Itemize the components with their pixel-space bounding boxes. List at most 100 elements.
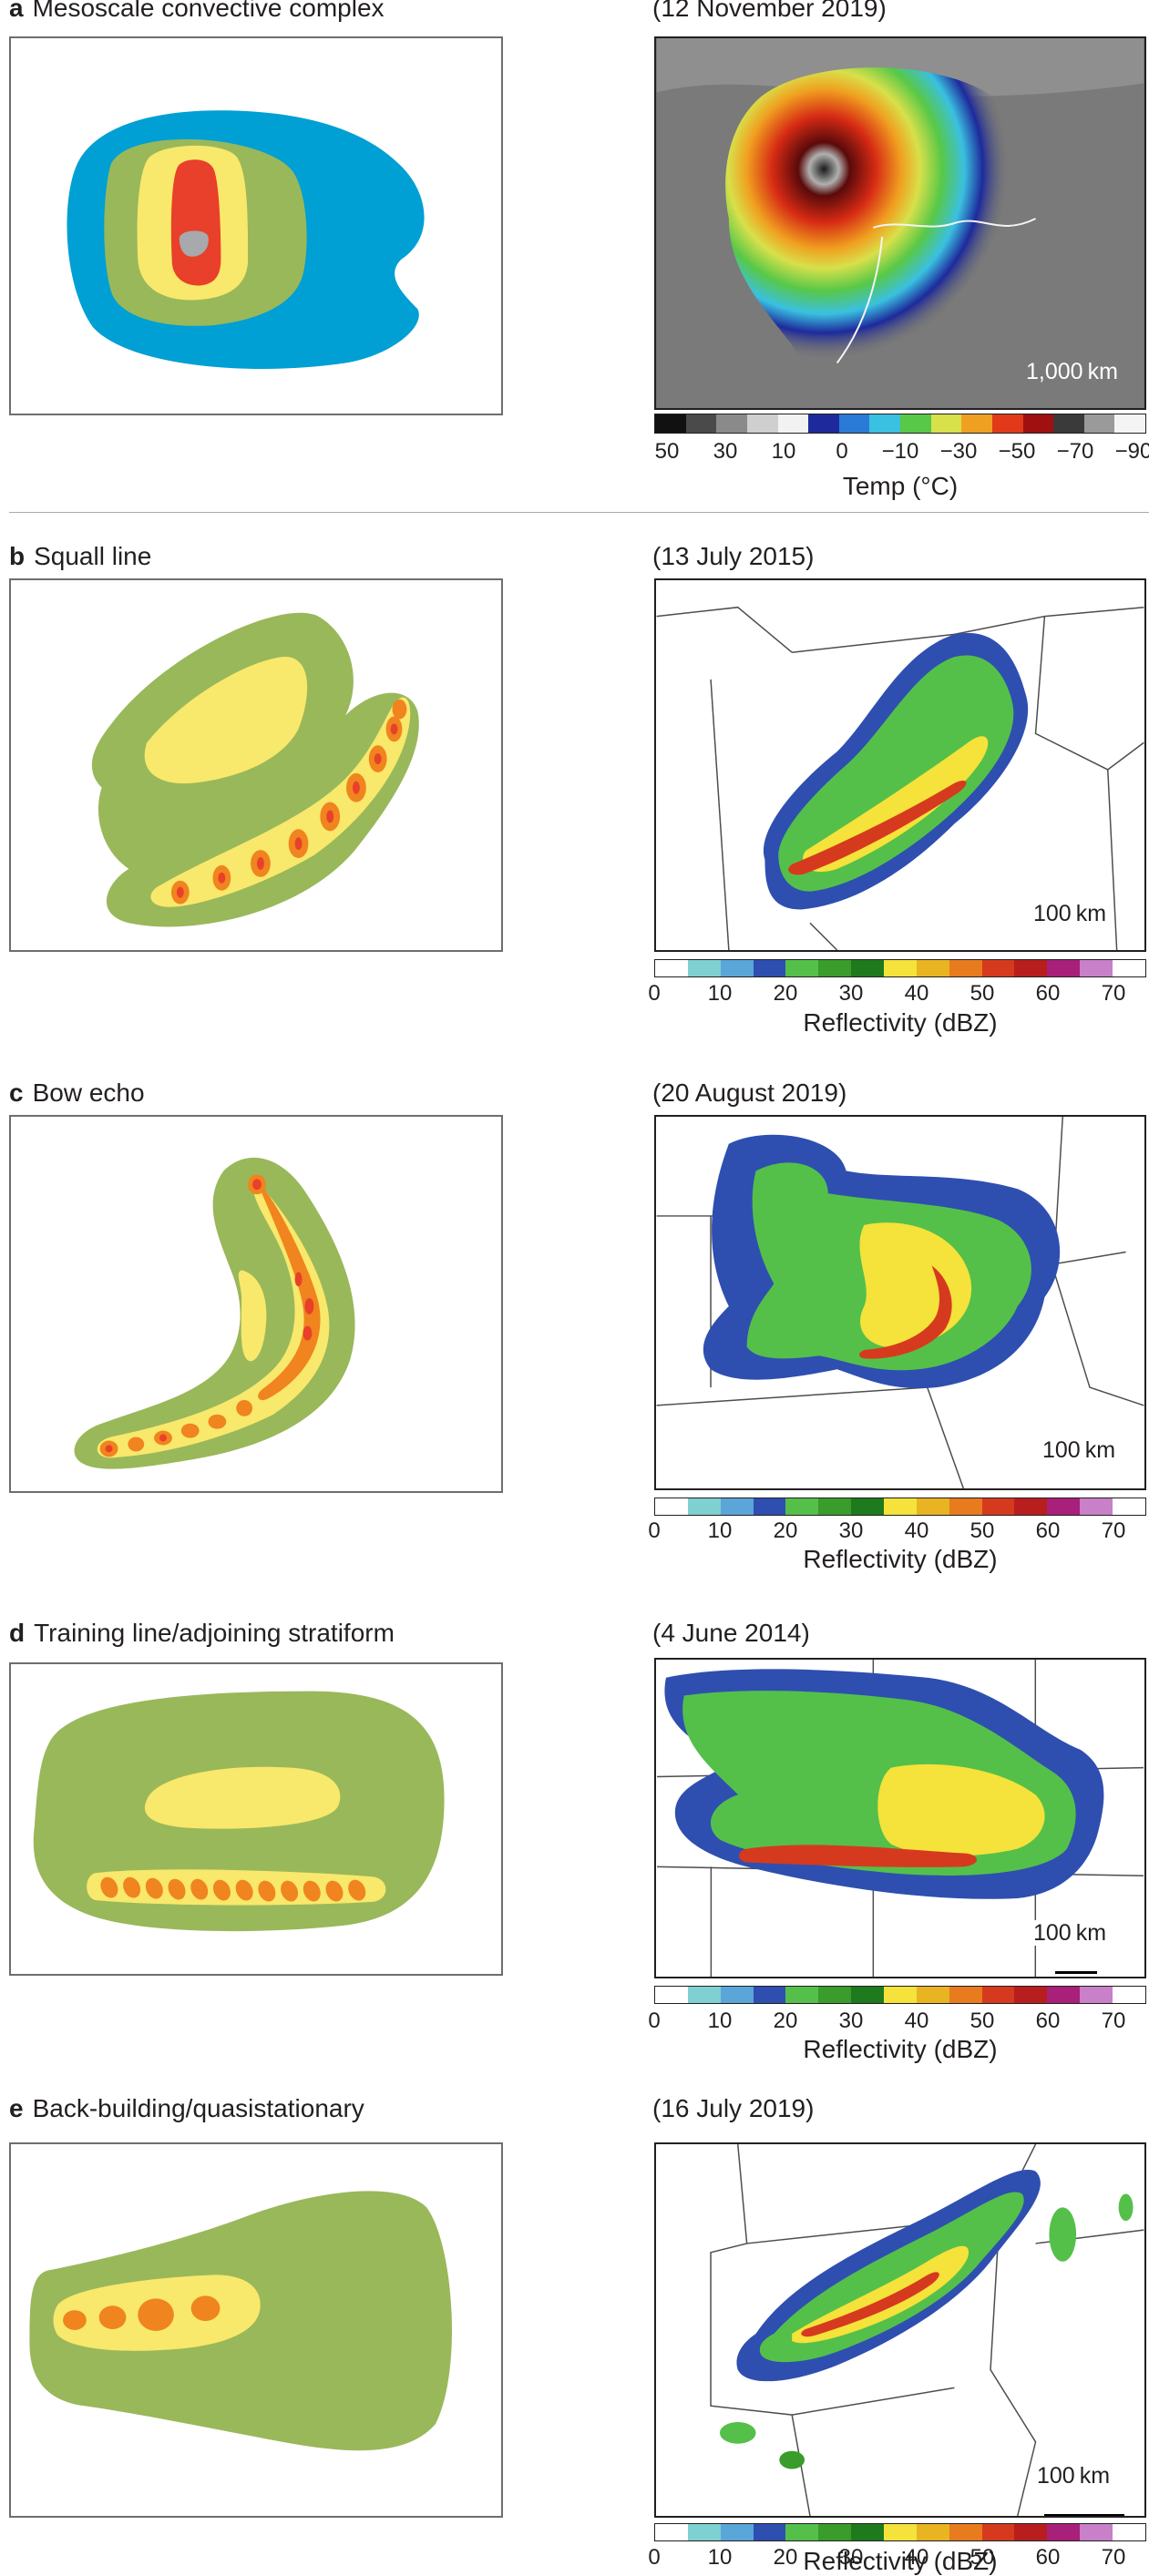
coastline <box>836 218 1036 364</box>
panel-e-radar-image: 100 km <box>654 2142 1146 2518</box>
panel-b-radar-svg <box>656 606 1144 950</box>
panel-d-scalebar <box>1055 1953 1097 1974</box>
panel-a-letter: a <box>9 0 24 22</box>
colorbar-tick-label: 0 <box>648 2545 661 2570</box>
colorbar-tick-label: −50 <box>998 439 1036 464</box>
panel-e-title-text: Back-building/quasistationary <box>32 2094 364 2122</box>
panel-d-radar-svg <box>657 1660 1144 1977</box>
panel-b-schematic-svg <box>91 612 419 927</box>
colorbar-tick-label: 40 <box>904 2545 929 2570</box>
squall-cell-cores <box>176 723 398 898</box>
colorbar-segment <box>1047 2524 1081 2540</box>
colorbar-tick-label: 0 <box>836 439 848 464</box>
state-borders <box>656 606 1144 950</box>
colorbar-segment <box>900 414 931 433</box>
colorbar-segment <box>753 1987 786 2003</box>
panel-e-schematic-svg <box>29 2191 453 2451</box>
panel-a-scalebar <box>1022 390 1130 408</box>
colorbar-segment <box>1080 960 1113 976</box>
colorbar-segment <box>720 2524 754 2540</box>
colorbar-tick-label: 0 <box>648 2009 661 2033</box>
panel-c-radar-image: 100 km <box>654 1115 1146 1490</box>
panel-c-title: c Bow echo <box>9 1078 145 1109</box>
colorbar-segment <box>1014 2524 1048 2540</box>
colorbar-segment <box>1080 1987 1113 2003</box>
panel-c-schematic-svg <box>74 1157 355 1469</box>
colorbar-segment <box>916 2524 949 2540</box>
colorbar-tick-label: 50 <box>969 2545 995 2570</box>
panel-c-scalebar <box>1052 1470 1124 1488</box>
colorbar-segment <box>884 2524 917 2540</box>
colorbar-tick-label: 70 <box>1101 1518 1126 1543</box>
panel-e-colorbar-label: Reflectivity (dBZ) <box>803 2547 998 2575</box>
colorbar-tick-label: 50 <box>969 2009 995 2033</box>
colorbar-segment <box>949 1987 982 2003</box>
echo-red-core <box>801 2272 939 2337</box>
panel-b-colorbar-label: Reflectivity (dBZ) <box>803 1008 998 1037</box>
colorbar-segment <box>869 414 900 433</box>
colorbar-tick-label: 0 <box>648 981 661 1006</box>
colorbar-segment <box>949 960 982 976</box>
panel-b-schematic <box>9 578 503 952</box>
colorbar-segment <box>916 1498 949 1515</box>
training-cells <box>100 1876 366 1902</box>
colorbar-segment <box>991 414 1023 433</box>
panel-a-satellite-image: 1,000 km <box>654 36 1146 410</box>
colorbar-tick-label: 30 <box>838 2009 864 2033</box>
panel-e-date: (16 July 2019) <box>652 2094 815 2122</box>
colorbar-tick-label: 10 <box>707 1518 733 1543</box>
colorbar-tick-label: 10 <box>707 2009 733 2033</box>
colorbar-tick-label: 70 <box>1101 2009 1126 2033</box>
colorbar-tick-label: 60 <box>1035 2009 1061 2033</box>
colorbar-segment <box>818 960 852 976</box>
colorbar-segment <box>1113 2524 1145 2540</box>
panel-c-colorbar-label: Reflectivity (dBZ) <box>803 1545 998 1573</box>
colorbar-tick-label: 40 <box>904 1518 929 1543</box>
panel-e-scalebar <box>1044 2496 1124 2516</box>
colorbar-tick-label: −10 <box>881 439 919 464</box>
panel-c-scale-label: 100 km <box>1042 1437 1116 1463</box>
panel-b-title: b Squall line <box>9 541 151 572</box>
panel-c-colorbar <box>654 1498 1146 1516</box>
colorbar-tick-label: 70 <box>1101 981 1126 1006</box>
colorbar-tick-label: −70 <box>1056 439 1094 464</box>
colorbar-segment <box>1047 1498 1081 1515</box>
echo-yellow <box>802 736 989 873</box>
colorbar-segment <box>716 414 747 433</box>
colorbar-segment <box>961 414 992 433</box>
colorbar-segment <box>687 2524 721 2540</box>
colorbar-tick-label: 10 <box>771 439 796 464</box>
panel-a-satellite-svg <box>656 38 1144 408</box>
colorbar-tick-label: 60 <box>1035 1518 1061 1543</box>
panel-e-radar-svg <box>710 2144 1144 2516</box>
panel-a-date: (12 November 2019) <box>652 0 887 22</box>
colorbar-segment <box>981 2524 1015 2540</box>
colorbar-segment <box>753 1498 786 1515</box>
colorbar-segment <box>1014 1498 1048 1515</box>
colorbar-segment <box>981 1498 1015 1515</box>
colorbar-segment <box>785 1498 819 1515</box>
panel-e-schematic <box>9 2142 503 2518</box>
colorbar-segment <box>916 960 949 976</box>
panel-a-schematic-svg <box>67 110 425 369</box>
echo-red-line <box>739 1845 978 1867</box>
colorbar-segment <box>1053 414 1084 433</box>
squall-green-region <box>91 612 419 927</box>
colorbar-segment <box>851 1498 885 1515</box>
panel-a-colorbar-label: Temp (°C) <box>842 472 959 500</box>
panel-b-colorbar <box>654 959 1146 977</box>
echo-red-bow <box>858 1265 952 1359</box>
colorbar-tick-label: 20 <box>773 2545 798 2570</box>
colorbar-segment <box>818 2524 852 2540</box>
panel-d-colorbar <box>654 1986 1146 2004</box>
panel-e-letter: e <box>9 2094 24 2122</box>
colorbar-segment <box>1113 1498 1145 1515</box>
panel-b-letter: b <box>9 542 26 570</box>
colorbar-segment <box>777 414 809 433</box>
colorbar-segment <box>1080 1498 1113 1515</box>
colorbar-segment <box>746 414 778 433</box>
colorbar-segment <box>785 1987 819 2003</box>
bow-stratiform-yellow <box>238 1270 267 1362</box>
panel-c-date: (20 August 2019) <box>652 1078 847 1107</box>
panel-d-title: d Training line/adjoining stratiform <box>9 1618 395 1649</box>
